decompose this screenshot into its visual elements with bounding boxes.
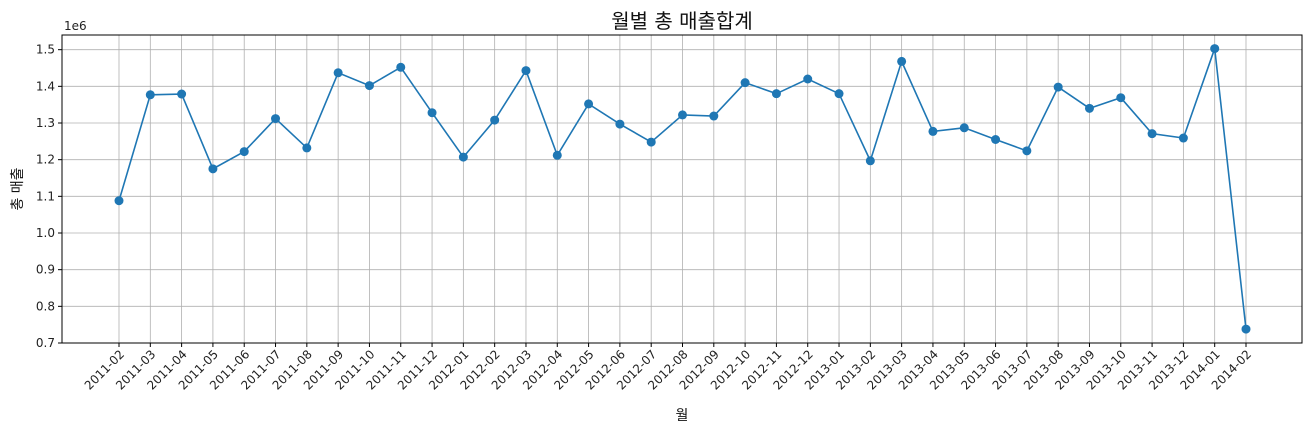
data-point xyxy=(678,110,687,120)
data-point xyxy=(1053,82,1063,92)
data-point xyxy=(364,81,374,91)
data-point xyxy=(490,115,500,125)
y-tick-label: 1.5 xyxy=(36,43,55,57)
y-offset-label: 1e6 xyxy=(64,19,87,33)
data-point xyxy=(239,147,249,157)
data-point xyxy=(991,135,1001,144)
data-point xyxy=(1210,44,1220,54)
data-point xyxy=(803,74,813,84)
grid-lines xyxy=(62,35,1302,344)
plot-frame xyxy=(61,34,1303,344)
chart-title: 월별 총 매출합계 xyxy=(611,9,753,33)
data-point xyxy=(458,152,468,162)
data-point xyxy=(1241,324,1251,334)
data-point xyxy=(740,78,750,88)
data-point xyxy=(771,89,781,99)
data-point xyxy=(1022,146,1032,156)
y-axis: 0.7 0.8 0.9 1.0 1.1 1.2 1.3 1.4 1.5 xyxy=(36,43,62,350)
y-tick-label: 1.2 xyxy=(36,153,55,167)
data-point xyxy=(521,66,531,76)
data-point xyxy=(865,156,875,166)
data-point xyxy=(584,99,594,109)
data-point xyxy=(396,62,406,72)
data-point xyxy=(928,126,938,136)
x-axis: 2011-022011-032011-042011-052011-062011-… xyxy=(82,343,1254,393)
y-tick-label: 1.0 xyxy=(36,226,55,240)
data-point xyxy=(552,150,562,160)
data-point xyxy=(1084,103,1094,113)
data-point xyxy=(615,119,625,129)
data-point xyxy=(145,90,155,100)
y-tick-label: 0.9 xyxy=(36,263,55,277)
data-point xyxy=(208,164,218,174)
data-point xyxy=(1178,133,1188,143)
data-point xyxy=(834,89,844,99)
x-axis-label: 월 xyxy=(676,408,689,424)
data-point xyxy=(177,89,187,99)
data-point xyxy=(333,68,343,78)
data-point xyxy=(646,137,656,147)
data-point xyxy=(271,114,281,124)
data-point xyxy=(897,56,907,66)
y-tick-label: 1.4 xyxy=(36,79,55,93)
y-axis-label: 총 매출 xyxy=(10,167,26,210)
y-tick-label: 0.7 xyxy=(36,336,55,350)
data-point xyxy=(1147,129,1157,139)
data-point xyxy=(427,108,437,118)
y-tick-label: 1.3 xyxy=(36,116,55,130)
data-points xyxy=(114,44,1251,334)
data-point xyxy=(114,196,124,206)
y-tick-label: 1.1 xyxy=(36,189,55,203)
data-point xyxy=(959,123,969,133)
data-point xyxy=(709,111,719,121)
y-tick-label: 0.8 xyxy=(36,299,55,313)
data-point xyxy=(1116,93,1126,103)
data-point xyxy=(302,143,312,153)
